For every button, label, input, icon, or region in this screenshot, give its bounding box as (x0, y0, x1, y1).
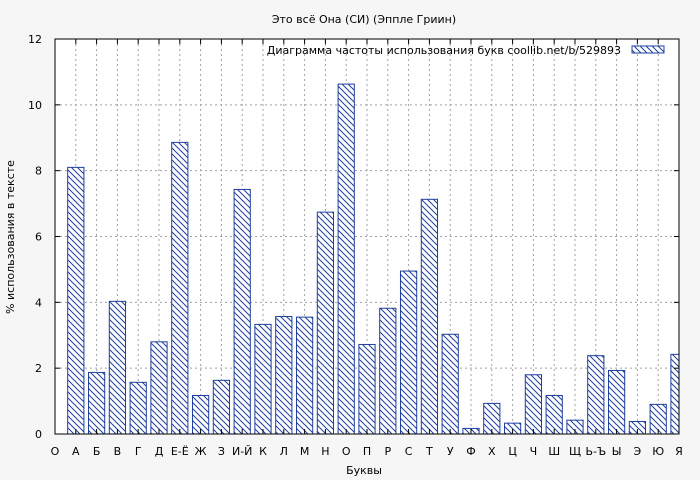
bar-Ы (607, 369, 626, 435)
x-tick-label: Д (155, 445, 164, 458)
bars (67, 83, 680, 435)
legend: Диаграмма частоты использования букв coo… (267, 44, 665, 57)
bar-Р (379, 307, 397, 435)
y-tick-label: 10 (28, 99, 42, 112)
x-tick-label: У (447, 445, 454, 458)
x-tick-label: Е-Ё (171, 445, 189, 458)
x-tick-label: Л (280, 445, 288, 458)
y-tick-label: 8 (35, 165, 42, 178)
x-axis-label: Буквы (346, 464, 382, 477)
bar-Л (275, 315, 293, 435)
x-tick-label: Х (488, 445, 496, 458)
bar-Г (129, 381, 147, 435)
x-tick-label: Ц (508, 445, 517, 458)
x-tick-label: П (363, 445, 371, 458)
x-tick-label: Т (425, 445, 433, 458)
x-tick-label: Ж (195, 445, 207, 458)
bar-Ж (191, 394, 210, 435)
y-tick-label: 2 (35, 362, 42, 375)
y-tick-label: 12 (28, 33, 42, 46)
x-tick-label: Г (135, 445, 142, 458)
x-tick-label: Э (634, 445, 642, 458)
legend-swatch (631, 45, 665, 54)
bar-Д (150, 341, 168, 435)
x-tick-label: З (218, 445, 225, 458)
bar-О (337, 83, 355, 435)
x-tick-label: Н (321, 445, 329, 458)
x-tick-label: Р (384, 445, 391, 458)
x-tick-label: Я (675, 445, 683, 458)
bar-А (67, 166, 85, 435)
x-tick-label: С (405, 445, 413, 458)
bar-М (295, 316, 314, 435)
x-tick-label: Ш (548, 445, 560, 458)
x-tick-label: О (342, 445, 351, 458)
bar-П (358, 343, 376, 435)
grid (55, 39, 679, 434)
chart-title: Это всё Она (СИ) (Эппле Гриин) (272, 13, 456, 26)
bar-И-Й (233, 188, 251, 435)
y-tick-label: 4 (35, 296, 42, 309)
bar-Ч (524, 374, 543, 435)
legend-label: Диаграмма частоты использования букв coo… (267, 44, 621, 57)
bar-Б (87, 371, 106, 435)
y-tick-label: 0 (35, 428, 42, 441)
x-tick-label: В (114, 445, 122, 458)
bar-Ь-Ъ (587, 355, 605, 435)
y-axis-label: % использования в тексте (4, 160, 17, 314)
x-tick-label: К (259, 445, 267, 458)
x-tick-label: А (72, 445, 80, 458)
x-tick-label: Б (93, 445, 101, 458)
bar-С (399, 270, 418, 435)
bar-Е-Ё (171, 141, 189, 435)
bar-Н (316, 211, 335, 435)
x-tick-label: М (300, 445, 310, 458)
bar-Ш (545, 394, 563, 435)
bar-Я (670, 353, 680, 435)
x-tick-label: Ы (612, 445, 622, 458)
bar-Т (420, 198, 439, 435)
bar-У (441, 333, 459, 435)
bar-З (212, 379, 231, 435)
bar-В (108, 300, 127, 435)
x-tick-label: Ч (530, 445, 538, 458)
x-tick-label: О (51, 445, 60, 458)
bar-К (254, 323, 272, 435)
y-tick-label: 6 (35, 231, 42, 244)
x-tick-label: Ф (466, 445, 475, 458)
x-tick-label: Ь-Ъ (585, 445, 606, 458)
x-tick-label: Ю (652, 445, 664, 458)
x-tick-label: И-Й (232, 445, 252, 458)
x-tick-label: Щ (569, 445, 581, 458)
